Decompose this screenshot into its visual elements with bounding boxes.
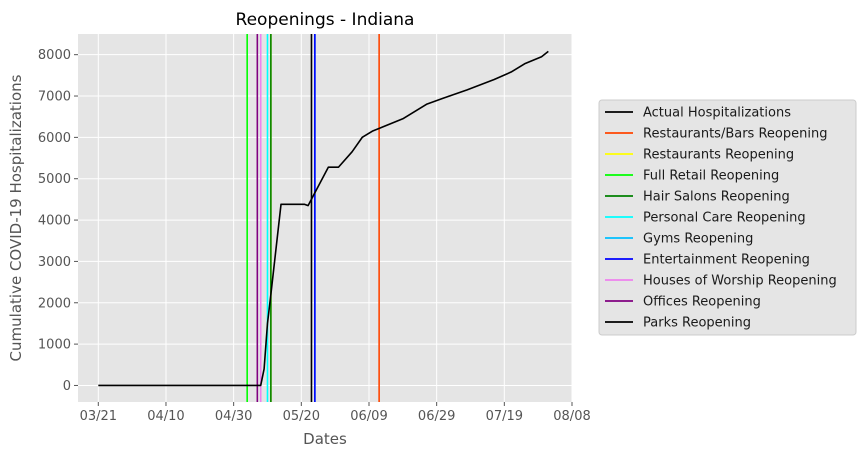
y-tick-label: 5000 [38, 172, 71, 187]
y-tick-label: 2000 [38, 296, 71, 311]
legend-label: Restaurants/Bars Reopening [643, 127, 827, 142]
legend-label: Gyms Reopening [643, 232, 753, 247]
x-tick-label: 05/20 [283, 409, 320, 424]
x-tick-label: 06/29 [418, 409, 455, 424]
x-tick-label: 03/21 [80, 409, 117, 424]
x-tick-label: 04/30 [215, 409, 252, 424]
series [98, 50, 549, 387]
plot-background [78, 34, 572, 402]
y-tick-label: 7000 [38, 90, 71, 105]
reopening-lines [246, 34, 380, 402]
legend-label: Entertainment Reopening [643, 253, 810, 268]
y-axis-ticks: 0 1000 2000 3000 4000 5000 6000 7000 8000 [38, 48, 78, 394]
y-axis-label: Cumulative COVID-19 Hospitalizations [7, 74, 25, 361]
legend-label: Parks Reopening [643, 316, 751, 331]
legend-label: Offices Reopening [643, 295, 761, 310]
x-axis-label: Dates [303, 430, 347, 448]
x-tick-label: 06/09 [350, 409, 387, 424]
x-tick-label: 04/10 [147, 409, 184, 424]
y-tick-label: 4000 [38, 214, 71, 229]
x-axis-ticks: 03/21 04/10 04/30 05/20 06/09 06/29 07/19 08/08 [80, 402, 591, 424]
y-tick-label: 0 [63, 379, 71, 394]
legend-label: Restaurants Reopening [643, 148, 794, 163]
y-tick-label: 3000 [38, 255, 71, 270]
legend-label: Full Retail Reopening [643, 169, 779, 184]
legend-label: Personal Care Reopening [643, 211, 806, 226]
legend: Actual Hospitalizations Restaurants/Bars … [598, 99, 857, 336]
y-tick-label: 6000 [38, 131, 71, 146]
actual-hospitalizations-line [98, 50, 549, 387]
y-tick-label: 1000 [38, 338, 71, 353]
x-tick-label: 08/08 [553, 409, 590, 424]
grid [78, 34, 573, 402]
legend-box [598, 99, 857, 336]
y-tick-label: 8000 [38, 48, 71, 63]
legend-label: Houses of Worship Reopening [643, 274, 837, 289]
x-tick-label: 07/19 [486, 409, 523, 424]
chart-title: Reopenings - Indiana [236, 10, 415, 30]
legend-label: Hair Salons Reopening [643, 190, 790, 205]
legend-label: Actual Hospitalizations [643, 106, 791, 121]
